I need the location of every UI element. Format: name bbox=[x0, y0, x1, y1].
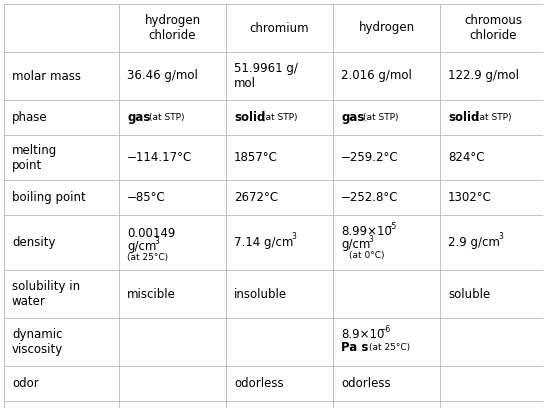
Text: molar mass: molar mass bbox=[12, 69, 81, 83]
Text: dynamic
viscosity: dynamic viscosity bbox=[12, 328, 63, 356]
Text: phase: phase bbox=[12, 111, 48, 124]
Text: gas: gas bbox=[341, 111, 364, 124]
Text: odorless: odorless bbox=[234, 377, 283, 390]
Text: 8.99×10: 8.99×10 bbox=[341, 225, 392, 238]
Text: (at 25°C): (at 25°C) bbox=[127, 253, 168, 262]
Text: 3: 3 bbox=[154, 237, 159, 246]
Text: melting
point: melting point bbox=[12, 143, 57, 171]
Text: (at STP): (at STP) bbox=[363, 113, 399, 122]
Text: (at 25°C): (at 25°C) bbox=[369, 343, 410, 352]
Text: (at STP): (at STP) bbox=[149, 113, 185, 122]
Text: 0.00149: 0.00149 bbox=[127, 227, 175, 240]
Text: (at STP): (at STP) bbox=[476, 113, 512, 122]
Text: 3: 3 bbox=[368, 235, 373, 244]
Text: −6: −6 bbox=[379, 325, 390, 334]
Text: Pa s: Pa s bbox=[341, 341, 369, 354]
Text: 8.9×10: 8.9×10 bbox=[341, 328, 384, 341]
Text: solid: solid bbox=[234, 111, 265, 124]
Text: 51.9961 g/
mol: 51.9961 g/ mol bbox=[234, 62, 298, 90]
Text: 824°C: 824°C bbox=[448, 151, 484, 164]
Text: (at STP): (at STP) bbox=[262, 113, 298, 122]
Text: miscible: miscible bbox=[127, 288, 176, 300]
Text: hydrogen
chloride: hydrogen chloride bbox=[145, 14, 200, 42]
Text: g/cm: g/cm bbox=[341, 238, 370, 251]
Text: −259.2°C: −259.2°C bbox=[341, 151, 399, 164]
Text: hydrogen: hydrogen bbox=[358, 21, 414, 35]
Text: 2.9 g/cm: 2.9 g/cm bbox=[448, 236, 500, 249]
Text: 1857°C: 1857°C bbox=[234, 151, 278, 164]
Text: 1302°C: 1302°C bbox=[448, 191, 492, 204]
Text: density: density bbox=[12, 236, 56, 249]
Text: chromium: chromium bbox=[250, 21, 310, 35]
Text: gas: gas bbox=[127, 111, 150, 124]
Text: −252.8°C: −252.8°C bbox=[341, 191, 399, 204]
Text: 7.14 g/cm: 7.14 g/cm bbox=[234, 236, 293, 249]
Text: 3: 3 bbox=[498, 232, 503, 241]
Text: −85°C: −85°C bbox=[127, 191, 166, 204]
Text: solid: solid bbox=[448, 111, 479, 124]
Text: soluble: soluble bbox=[448, 288, 490, 300]
Text: −5: −5 bbox=[385, 222, 396, 231]
Text: odor: odor bbox=[12, 377, 39, 390]
Text: 122.9 g/mol: 122.9 g/mol bbox=[448, 69, 519, 83]
Text: 3: 3 bbox=[291, 232, 296, 241]
Text: 2.016 g/mol: 2.016 g/mol bbox=[341, 69, 412, 83]
Text: −114.17°C: −114.17°C bbox=[127, 151, 192, 164]
Text: solubility in
water: solubility in water bbox=[12, 280, 80, 308]
Text: chromous
chloride: chromous chloride bbox=[465, 14, 523, 42]
Text: (at 0°C): (at 0°C) bbox=[349, 251, 384, 260]
Text: boiling point: boiling point bbox=[12, 191, 86, 204]
Text: insoluble: insoluble bbox=[234, 288, 287, 300]
Text: 36.46 g/mol: 36.46 g/mol bbox=[127, 69, 198, 83]
Text: 2672°C: 2672°C bbox=[234, 191, 278, 204]
Text: g/cm: g/cm bbox=[127, 240, 156, 253]
Text: odorless: odorless bbox=[341, 377, 390, 390]
